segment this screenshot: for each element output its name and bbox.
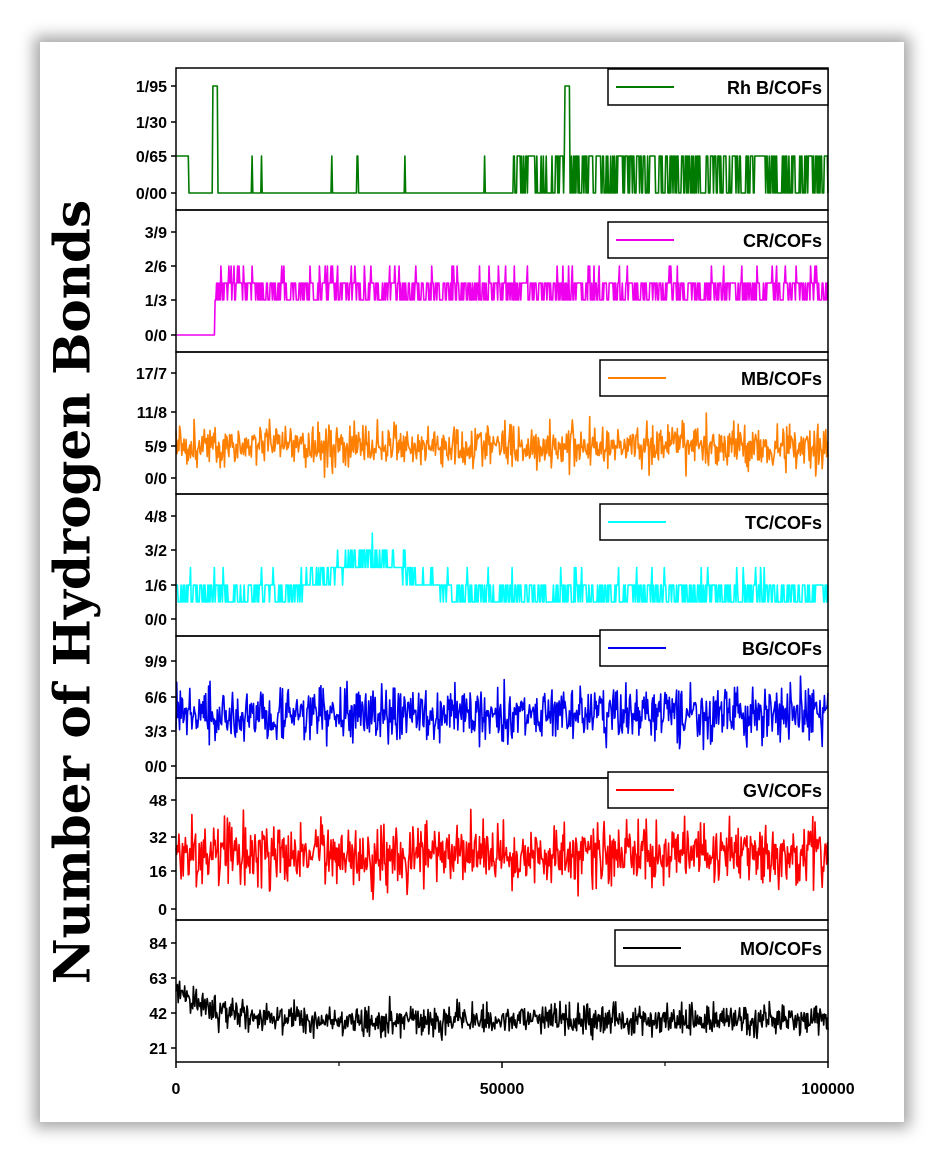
y-tick-label: 1/3 [145, 293, 167, 310]
y-tick-label: 3/9 [145, 225, 167, 242]
series-line [175, 808, 829, 901]
legend-label: MO/COFs [740, 939, 822, 959]
y-tick-label: 0/00 [136, 186, 167, 203]
y-tick-label: 17/7 [136, 366, 167, 383]
y-tick-label: 63 [149, 971, 167, 988]
y-tick-label: 2/6 [145, 259, 167, 276]
series-line [175, 980, 829, 1041]
legend-label: MB/COFs [741, 369, 822, 389]
y-tick-label: 4/8 [145, 509, 167, 526]
series-line [175, 675, 829, 751]
y-tick-label: 3/3 [145, 724, 167, 741]
legend-label: TC/COFs [745, 513, 822, 533]
y-tick-label: 9/9 [145, 654, 167, 671]
y-tick-label: 0/0 [145, 328, 167, 345]
legend-label: CR/COFs [743, 231, 822, 251]
y-tick-label: 1/30 [136, 115, 167, 132]
y-tick-label: 16 [149, 864, 167, 881]
y-tick-label: 6/6 [145, 690, 167, 707]
x-tick-label: 0 [172, 1081, 181, 1098]
y-tick-label: 84 [149, 936, 167, 953]
y-tick-label: 0/65 [136, 149, 167, 166]
y-tick-label: 42 [149, 1006, 167, 1023]
y-tick-label: 1/95 [136, 79, 167, 96]
y-tick-label: 3/2 [145, 543, 167, 560]
x-tick-label: 50000 [480, 1081, 525, 1098]
legend-label: GV/COFs [743, 781, 822, 801]
legend-label: BG/COFs [742, 639, 822, 659]
x-tick-label: 100000 [801, 1081, 854, 1098]
series-line [175, 412, 829, 479]
series-line [175, 265, 829, 336]
y-tick-label: 0/0 [145, 471, 167, 488]
series-line [175, 85, 829, 194]
y-tick-label: 0/0 [145, 759, 167, 776]
y-tick-label: 0/0 [145, 612, 167, 629]
y-tick-label: 0 [158, 902, 167, 919]
y-tick-label: 32 [149, 830, 167, 847]
y-tick-label: 5/9 [145, 439, 167, 456]
y-tick-label: 21 [149, 1041, 167, 1058]
y-tick-label: 1/6 [145, 578, 167, 595]
y-tick-label: 48 [149, 793, 167, 810]
legend-label: Rh B/COFs [727, 78, 822, 98]
y-tick-label: 11/8 [137, 405, 167, 422]
series-line [175, 532, 829, 603]
